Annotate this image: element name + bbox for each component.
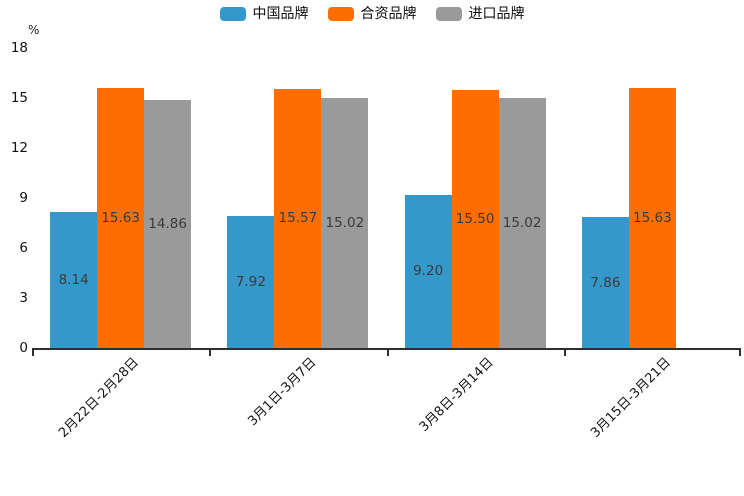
bar-合资品牌-1 — [97, 87, 145, 348]
legend-item-joint-venture-brand[interactable]: 合资品牌 — [327, 6, 417, 22]
bar-进口品牌-2 — [321, 97, 369, 348]
bar-value-label: 15.63 — [633, 209, 672, 226]
bar-value-label: 9.20 — [413, 263, 444, 280]
x-category-label: 3月8日-3月14日 — [416, 355, 497, 435]
y-tick-label: 12 — [10, 140, 28, 156]
bar-value-label: 7.92 — [235, 274, 266, 290]
y-tick-label: 6 — [19, 240, 28, 256]
bar-中国品牌-2 — [227, 216, 275, 348]
legend: 中国品牌 合资品牌 进口品牌 — [0, 7, 744, 21]
x-axis-tick — [386, 350, 389, 356]
x-category-label: 3月1日-3月7日 — [245, 355, 320, 430]
legend-label-china-brand: 中国品牌 — [252, 6, 309, 22]
bar-value-label: 15.50 — [455, 210, 495, 227]
legend-item-china-brand[interactable]: 中国品牌 — [219, 6, 309, 22]
x-axis-tick — [563, 350, 566, 356]
legend-swatch-joint-venture-brand-icon — [327, 7, 354, 21]
bar-value-label: 7.86 — [590, 274, 621, 291]
y-tick-label: 0 — [19, 340, 28, 356]
bar-value-label: 8.14 — [58, 272, 89, 289]
y-axis-unit-label: % — [28, 23, 40, 37]
bar-中国品牌-3 — [404, 194, 452, 348]
legend-label-import-brand: 进口品牌 — [468, 6, 525, 22]
y-tick-label: 15 — [10, 90, 28, 106]
x-axis-tick — [32, 350, 34, 356]
bar-value-label: 15.63 — [101, 209, 140, 226]
bar-中国品牌-1 — [50, 212, 98, 348]
legend-swatch-china-brand-icon — [219, 7, 246, 21]
legend-label-joint-venture-brand: 合资品牌 — [360, 6, 417, 22]
x-axis-line — [32, 348, 741, 350]
legend-swatch-import-brand-icon — [435, 7, 462, 21]
bar-value-label: 15.57 — [278, 210, 318, 227]
bar-合资品牌-3 — [451, 89, 499, 348]
y-tick-label: 9 — [19, 190, 28, 206]
bar-中国品牌-4 — [581, 217, 629, 348]
bar-value-label: 15.02 — [502, 214, 542, 231]
x-axis-tick — [739, 350, 741, 356]
x-category-label: 3月15日-3月21日 — [588, 355, 674, 441]
bar-value-label: 14.86 — [148, 216, 187, 233]
bar-进口品牌-3 — [498, 97, 546, 348]
bar-合资品牌-2 — [274, 88, 322, 348]
x-category-label: 2月22日-2月28日 — [56, 355, 143, 441]
x-axis-tick — [209, 350, 212, 356]
legend-item-import-brand[interactable]: 进口品牌 — [435, 6, 525, 22]
bar-合资品牌-4 — [628, 87, 676, 348]
bar-进口品牌-1 — [144, 100, 192, 348]
y-tick-label: 3 — [19, 290, 28, 306]
bar-value-label: 15.02 — [325, 214, 365, 231]
y-tick-label: 18 — [10, 40, 28, 56]
